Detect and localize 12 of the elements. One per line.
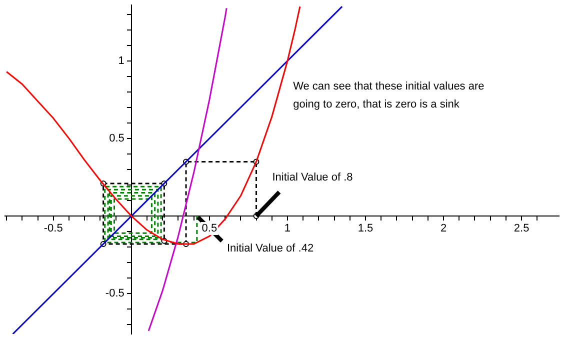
y-tick-label: 0.5 [109,132,124,144]
annotation: Initial Value of .42 [226,242,314,255]
x-tick-label: -0.5 [44,222,63,235]
y-tick-label: 1 [118,54,124,67]
x-tick-label: 2 [440,222,447,235]
x-tick-label: 2.5 [514,222,530,235]
annotation: Initial Value of .8 [272,172,353,184]
annotation: We can see that these initial values are going to zero, that is zero is a sink [293,80,484,111]
x-tick-label: 0.5 [202,222,218,235]
x-tick-label: 1.5 [358,222,374,235]
x-tick-label: 1 [284,222,291,235]
y-tick-label: -0.5 [105,288,124,300]
